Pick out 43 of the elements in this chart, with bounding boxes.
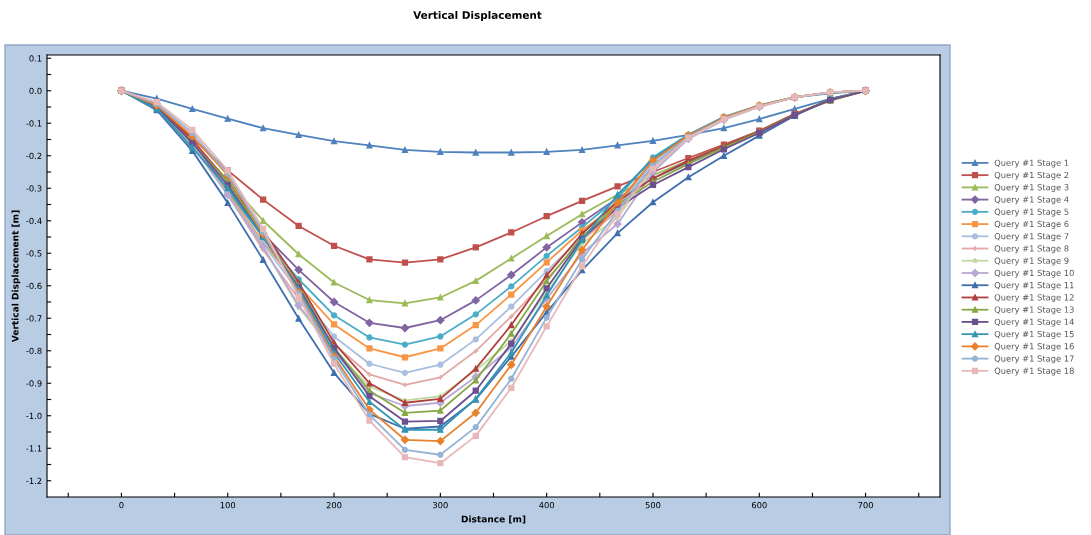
legend-label: Query #1 Stage 18	[994, 367, 1074, 376]
legend-label: Query #1 Stage 7	[994, 233, 1069, 241]
legend-label: Query #1 Stage 6	[994, 220, 1069, 229]
x-axis-title: Distance [m]	[461, 515, 526, 524]
y-axis-title: Vertical Displacement [m]	[11, 210, 21, 343]
x-tick-label: 300	[433, 502, 448, 509]
legend-label: Query #1 Stage 15	[994, 330, 1074, 339]
legend-label: Query #1 Stage 5	[994, 208, 1069, 217]
x-tick-label: 0	[119, 502, 124, 509]
y-tick-label: -0.3	[26, 185, 42, 192]
legend-label: Query #1 Stage 8	[994, 245, 1069, 254]
legend-label: Query #1 Stage 11	[994, 281, 1074, 290]
legend-label: Query #1 Stage 9	[994, 257, 1069, 266]
y-tick-label: -1.2	[26, 477, 42, 484]
y-tick-label: -0.5	[26, 250, 42, 257]
y-tick-label: -0.9	[26, 380, 42, 387]
y-tick-label: -1.1	[26, 445, 42, 452]
y-tick-label: -0.2	[26, 152, 42, 160]
x-tick-label: 600	[751, 502, 767, 509]
x-tick-label: 500	[645, 502, 661, 509]
legend-label: Query #1 Stage 4	[994, 196, 1069, 205]
x-tick-label: 400	[539, 502, 555, 509]
legend-label: Query #1 Stage 2	[994, 171, 1069, 180]
y-tick-label: -0.6	[26, 282, 42, 290]
legend-label: Query #1 Stage 16	[994, 343, 1074, 352]
y-tick-label: -1.0	[26, 412, 42, 420]
y-tick-label: 0.0	[29, 87, 42, 95]
chart-title: Vertical Displacement	[413, 10, 542, 22]
y-tick-label: 0.1	[29, 55, 42, 62]
x-tick-label: 100	[220, 502, 236, 509]
legend-label: Query #1 Stage 12	[994, 294, 1074, 303]
legend-label: Query #1 Stage 1	[994, 159, 1069, 168]
y-tick-label: -0.4	[26, 217, 42, 225]
y-tick-label: -0.1	[26, 120, 42, 127]
y-tick-label: -0.7	[26, 315, 42, 322]
legend-label: Query #1 Stage 17	[994, 355, 1074, 364]
x-tick-label: 200	[326, 502, 342, 509]
legend-label: Query #1 Stage 10	[994, 269, 1074, 278]
y-tick-label: -0.8	[26, 347, 42, 355]
x-tick-label: 700	[858, 502, 873, 509]
legend-label: Query #1 Stage 14	[994, 318, 1074, 327]
legend-label: Query #1 Stage 13	[994, 306, 1074, 315]
legend-label: Query #1 Stage 3	[994, 184, 1069, 193]
